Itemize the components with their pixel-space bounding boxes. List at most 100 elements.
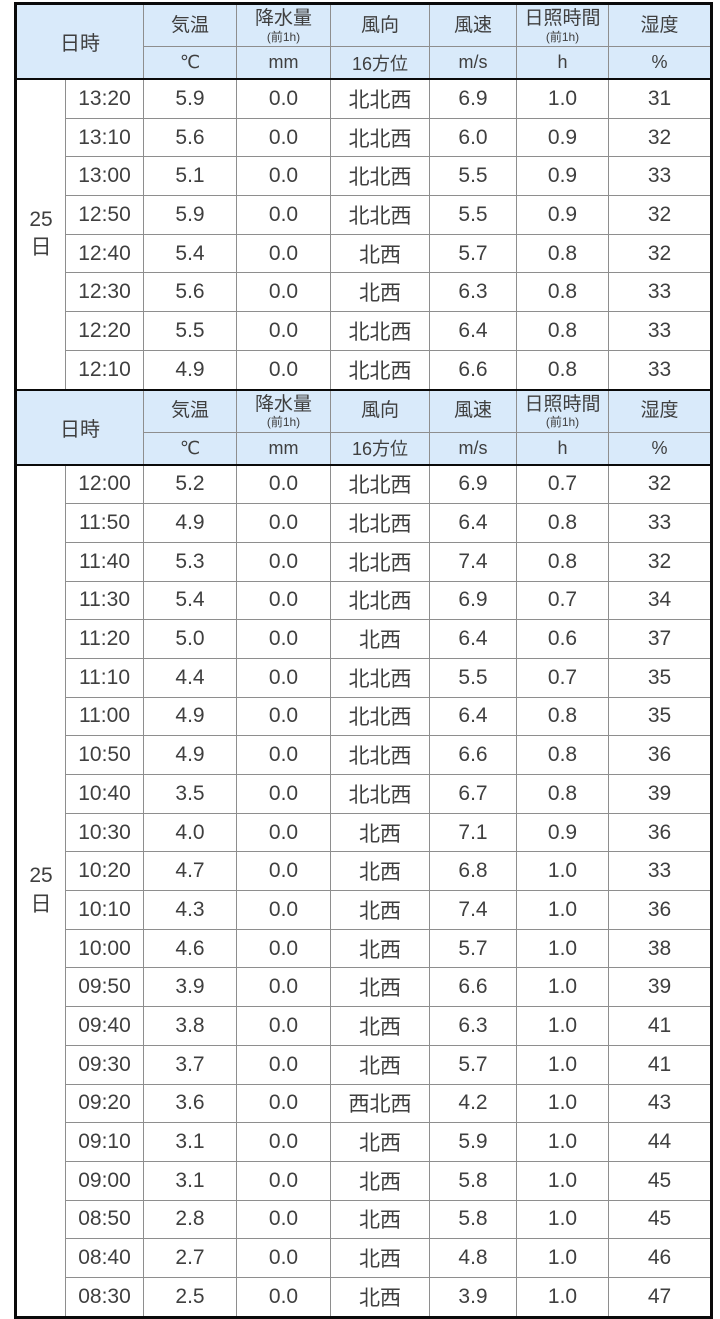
wind-direction-cell: 北北西 <box>330 349 430 391</box>
humidity-cell: 39 <box>608 774 712 814</box>
temperature-cell: 5.5 <box>143 311 237 351</box>
precipitation-cell: 0.0 <box>236 1199 331 1240</box>
time-cell: 12:30 <box>65 272 144 313</box>
wind-direction-cell: 北西 <box>330 233 430 274</box>
table-row: 10:10 4.3 0.0 北西 7.4 1.0 36 <box>16 890 712 930</box>
humidity-cell: 32 <box>608 463 712 505</box>
wind-speed-cell: 6.4 <box>429 311 517 351</box>
table-row: 08:40 2.7 0.0 北西 4.8 1.0 46 <box>16 1238 712 1278</box>
header-wind-speed-label: 風速 <box>453 14 492 36</box>
temperature-cell: 5.1 <box>143 156 237 197</box>
time-cell: 13:10 <box>65 117 144 158</box>
wind-speed-cell: 6.8 <box>429 851 517 892</box>
unit-sunshine: h <box>516 431 609 466</box>
sunshine-cell: 0.7 <box>516 580 609 621</box>
wind-direction-cell: 北北西 <box>330 657 430 698</box>
wind-speed-cell: 5.7 <box>429 1044 517 1085</box>
humidity-cell: 32 <box>608 195 712 235</box>
sunshine-cell: 1.0 <box>516 1083 609 1124</box>
table-row: 11:50 4.9 0.0 北北西 6.4 0.8 33 <box>16 503 712 543</box>
time-cell: 11:50 <box>65 503 144 543</box>
table-row: 12:40 5.4 0.0 北西 5.7 0.8 32 <box>16 233 712 274</box>
precipitation-cell: 0.0 <box>236 541 331 582</box>
sunshine-cell: 1.0 <box>516 928 609 969</box>
temperature-cell: 5.9 <box>143 78 237 119</box>
precipitation-cell: 0.0 <box>236 233 331 274</box>
header-temperature: 気温 <box>143 388 237 433</box>
header-humidity: 湿度 <box>608 388 712 433</box>
time-cell: 12:50 <box>65 195 144 235</box>
weather-table: 日時 気温 降水量 (前1h) 風向 風速 日照時間 (前1h) <box>14 2 713 1319</box>
time-cell: 11:30 <box>65 580 144 621</box>
precipitation-cell: 0.0 <box>236 1122 331 1162</box>
header-precipitation-label: 降水量 <box>254 393 312 415</box>
table-row: 09:50 3.9 0.0 北西 6.6 1.0 39 <box>16 967 712 1008</box>
table-row: 13:00 5.1 0.0 北北西 5.5 0.9 33 <box>16 156 712 197</box>
time-cell: 10:30 <box>65 812 144 853</box>
wind-speed-cell: 7.1 <box>429 812 517 853</box>
wind-speed-cell: 5.8 <box>429 1160 517 1201</box>
table-row: 11:00 4.9 0.0 北北西 6.4 0.8 35 <box>16 696 712 737</box>
wind-direction-cell: 北北西 <box>330 117 430 158</box>
humidity-cell: 45 <box>608 1199 712 1240</box>
humidity-cell: 47 <box>608 1276 712 1318</box>
wind-speed-cell: 6.9 <box>429 78 517 119</box>
wind-direction-cell: 西北西 <box>330 1083 430 1124</box>
unit-wind-direction: 16方位 <box>330 46 430 80</box>
day-label: 25 日 <box>15 78 66 390</box>
temperature-cell: 2.5 <box>143 1276 237 1318</box>
humidity-cell: 35 <box>608 696 712 737</box>
table-row: 12:30 5.6 0.0 北西 6.3 0.8 33 <box>16 272 712 313</box>
time-cell: 08:50 <box>65 1199 144 1240</box>
wind-direction-cell: 北西 <box>330 1006 430 1046</box>
humidity-cell: 36 <box>608 735 712 775</box>
humidity-cell: 46 <box>608 1238 712 1278</box>
time-cell: 09:30 <box>65 1044 144 1085</box>
wind-speed-cell: 4.2 <box>429 1083 517 1124</box>
header-temperature-label: 気温 <box>170 400 209 422</box>
wind-direction-cell: 北北西 <box>330 774 430 814</box>
precipitation-cell: 0.0 <box>236 657 331 698</box>
precipitation-cell: 0.0 <box>236 928 331 969</box>
table-row: 10:40 3.5 0.0 北北西 6.7 0.8 39 <box>16 774 712 814</box>
precipitation-cell: 0.0 <box>236 851 331 892</box>
time-cell: 11:40 <box>65 541 144 582</box>
header-precipitation: 降水量 (前1h) <box>236 2 331 47</box>
wind-speed-cell: 6.9 <box>429 580 517 621</box>
temperature-cell: 2.7 <box>143 1238 237 1278</box>
time-cell: 09:20 <box>65 1083 144 1124</box>
unit-wind-speed: m/s <box>429 46 517 80</box>
temperature-cell: 4.7 <box>143 851 237 892</box>
precipitation-cell: 0.0 <box>236 78 331 119</box>
table-row: 08:30 2.5 0.0 北西 3.9 1.0 47 <box>16 1276 712 1318</box>
header-datetime: 日時 <box>15 2 144 80</box>
header-label-row: 日時 気温 降水量 (前1h) 風向 風速 日照時間 (前1h) <box>15 388 712 466</box>
temperature-cell: 5.0 <box>143 619 237 659</box>
precipitation-cell: 0.0 <box>236 117 331 158</box>
sunshine-cell: 0.8 <box>516 735 609 775</box>
header-humidity-label: 湿度 <box>640 14 679 36</box>
sunshine-cell: 0.7 <box>516 657 609 698</box>
table-row: 13:10 5.6 0.0 北北西 6.0 0.9 32 <box>16 117 712 158</box>
time-cell: 12:20 <box>65 311 144 351</box>
humidity-cell: 32 <box>608 541 712 582</box>
time-cell: 08:40 <box>65 1238 144 1278</box>
table-row: 09:10 3.1 0.0 北西 5.9 1.0 44 <box>16 1122 712 1162</box>
wind-direction-cell: 北西 <box>330 967 430 1008</box>
sunshine-cell: 1.0 <box>516 967 609 1008</box>
temperature-cell: 3.7 <box>143 1044 237 1085</box>
table-row: 10:50 4.9 0.0 北北西 6.6 0.8 36 <box>16 735 712 775</box>
temperature-cell: 4.4 <box>143 657 237 698</box>
wind-speed-cell: 5.5 <box>429 156 517 197</box>
precipitation-cell: 0.0 <box>236 195 331 235</box>
sunshine-cell: 0.9 <box>516 812 609 853</box>
time-cell: 09:40 <box>65 1006 144 1046</box>
table-row: 10:20 4.7 0.0 北西 6.8 1.0 33 <box>16 851 712 892</box>
time-cell: 11:00 <box>65 696 144 737</box>
unit-precipitation: mm <box>236 431 331 466</box>
header-temperature-label: 気温 <box>170 14 209 36</box>
humidity-cell: 32 <box>608 117 712 158</box>
header-block-2: 日時 気温 降水量 (前1h) 風向 風速 日照時間 (前1h) <box>15 388 712 466</box>
sunshine-cell: 0.8 <box>516 503 609 543</box>
header-label-row: 日時 気温 降水量 (前1h) 風向 風速 日照時間 (前1h) <box>15 2 712 80</box>
